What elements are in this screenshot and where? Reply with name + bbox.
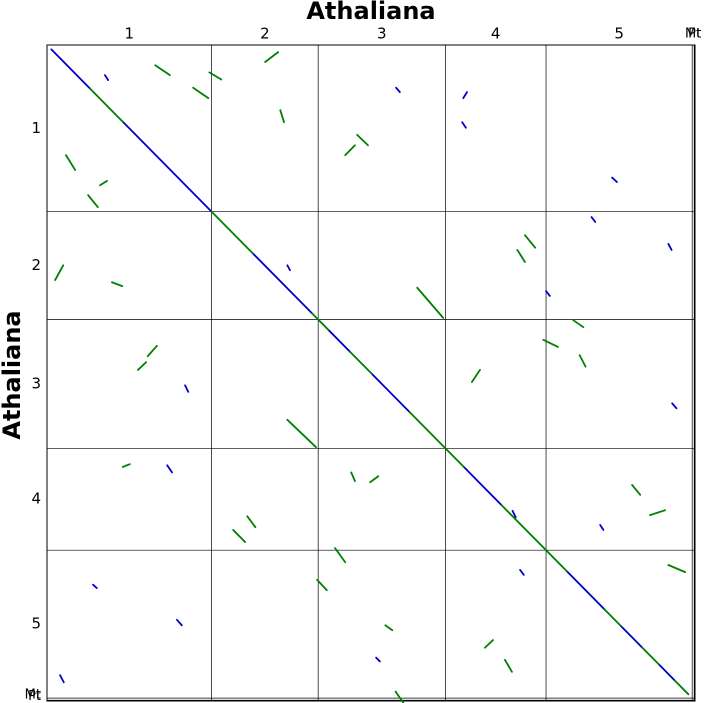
alignment-segment [657, 663, 676, 682]
alignment-segment [184, 384, 190, 393]
alignment-segment [356, 133, 369, 147]
alignment-segment [369, 475, 380, 484]
alignment-segment [578, 354, 587, 368]
x-tick-label: 5 [614, 25, 624, 43]
x-tick-label: 4 [491, 25, 501, 43]
alignment-segment [462, 466, 503, 507]
alignment-segment [50, 48, 92, 90]
alignment-segment [251, 252, 314, 315]
alignment-segment [246, 515, 257, 529]
alignment-segment [511, 509, 517, 519]
x-tick-label: Pt [688, 27, 701, 42]
alignment-segment [344, 144, 356, 157]
alignment-segment [59, 674, 65, 684]
alignment-segment [408, 411, 465, 468]
alignment-segment [395, 86, 401, 94]
alignment-segment [349, 350, 373, 375]
alignment-segment [279, 109, 285, 124]
alignment-segment [416, 286, 445, 319]
alignment-segment [524, 234, 537, 249]
alignment-segment [87, 194, 99, 209]
chart-title: Athaliana [306, 0, 435, 25]
alignment-segment [121, 463, 131, 468]
x-tick-label: Mt [685, 27, 701, 42]
x-tick-label: 2 [260, 25, 270, 43]
alignment-segment [286, 418, 317, 449]
alignment-segment [671, 402, 678, 410]
alignment-segment [350, 471, 356, 483]
alignment-segment [461, 121, 467, 129]
alignment-segment [500, 504, 568, 572]
alignment-segment [334, 547, 347, 564]
alignment-segment [176, 618, 183, 627]
y-tick-label: 5 [31, 615, 41, 633]
x-tick-label: 3 [377, 25, 387, 43]
alignment-segment [483, 639, 494, 649]
alignment-segment [92, 583, 98, 589]
alignment-segment [65, 154, 77, 171]
alignment-segment [603, 608, 622, 627]
alignment-segment [649, 509, 667, 517]
alignment-segment [545, 290, 551, 297]
alignment-segment [673, 679, 690, 696]
alignment-segment [54, 264, 65, 281]
alignment-segment [384, 624, 394, 632]
alignment-segment [572, 319, 585, 329]
alignment-segment [667, 564, 687, 574]
alignment-segment [316, 578, 328, 592]
alignment-segment [631, 484, 642, 496]
y-tick-label: 4 [31, 490, 41, 508]
alignment-segment [154, 64, 171, 77]
alignment-segment [504, 658, 513, 673]
alignment-segment [565, 570, 606, 611]
alignment-segment [232, 529, 247, 543]
alignment-segment [89, 87, 124, 123]
alignment-segment [394, 690, 405, 703]
alignment-segment [599, 524, 605, 531]
y-tick-label: 2 [31, 256, 41, 274]
alignment-segment [111, 281, 124, 287]
y-tick-label: Pt [28, 689, 41, 703]
alignment-segment [462, 91, 468, 100]
y-tick-label: 1 [31, 119, 41, 137]
plot-frame [46, 44, 696, 702]
alignment-segment [519, 569, 525, 576]
y-tick-label: Mt [25, 688, 41, 703]
alignment-segment [210, 210, 254, 255]
alignment-segment [311, 312, 330, 331]
alignment-segment [327, 329, 352, 353]
alignment-segment [542, 338, 559, 348]
alignment-segment [286, 264, 291, 272]
alignment-segment [641, 646, 660, 666]
alignment-segment [667, 243, 673, 251]
alignment-segment [137, 361, 147, 371]
alignment-segment [166, 464, 173, 474]
alignment-segment [375, 656, 381, 663]
alignment-segment [121, 120, 213, 213]
alignment-segment [470, 369, 481, 383]
alignment-segment [611, 176, 618, 183]
y-axis-label: Athaliana [0, 310, 26, 439]
alignment-segment [516, 249, 526, 263]
y-tick-label: 3 [31, 374, 41, 392]
alignment-segment [590, 216, 597, 223]
alignment-segment [370, 372, 411, 414]
x-tick-label: 1 [124, 25, 134, 43]
alignment-segment [99, 179, 108, 187]
alignment-segment [619, 624, 644, 649]
alignment-segment [264, 51, 280, 63]
alignment-segment [208, 71, 223, 81]
alignment-segment [146, 344, 158, 358]
alignment-segment [104, 74, 110, 81]
alignment-segment [192, 86, 210, 100]
